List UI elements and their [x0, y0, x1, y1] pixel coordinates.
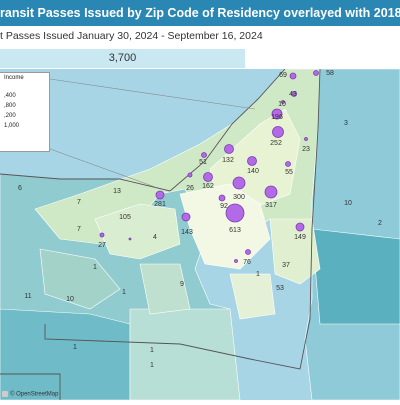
bubble[interactable]: [99, 232, 105, 238]
bubble[interactable]: [271, 108, 283, 120]
map-label: 27: [98, 242, 106, 249]
tableau-logo-icon: [2, 391, 8, 398]
map-label: 2: [378, 220, 382, 227]
bubble[interactable]: [264, 185, 278, 199]
map-label: 7: [77, 199, 81, 206]
map-label: 10: [66, 296, 74, 303]
bubble[interactable]: [155, 190, 165, 200]
bubble[interactable]: [285, 161, 291, 167]
map-label: 149: [294, 234, 306, 241]
map-label: 11: [24, 293, 31, 300]
bubble[interactable]: [289, 72, 297, 80]
map-attribution[interactable]: © OpenStreetMap: [2, 391, 58, 398]
zip-map[interactable]: 69 58 43 10 196 3 252 23 51 132 140 55 6…: [0, 68, 400, 401]
pass-bubbles: [99, 70, 319, 263]
south-zips: [229, 273, 276, 320]
bubble[interactable]: [291, 91, 297, 97]
map-label: 300: [233, 194, 245, 201]
bubble[interactable]: [224, 144, 234, 154]
bubble[interactable]: [295, 222, 305, 232]
map-label: 6: [18, 185, 22, 192]
map-label: 281: [154, 201, 166, 208]
region-east-mid: [311, 228, 400, 325]
bubble[interactable]: [272, 126, 284, 138]
bubble[interactable]: [313, 70, 319, 76]
date-range-subtitle: t Passes Issued January 30, 2024 - Septe…: [0, 30, 263, 42]
bubble[interactable]: [187, 172, 193, 178]
map-label: 37: [282, 262, 290, 269]
map-label: 613: [229, 227, 241, 234]
map-label: 58: [326, 70, 334, 77]
legend-title: Income: [4, 75, 24, 81]
bubble[interactable]: [234, 259, 238, 263]
map-label: 92: [220, 203, 228, 210]
map-label: 105: [119, 214, 131, 221]
map-label: 196: [271, 114, 283, 121]
map-label: 1: [93, 264, 97, 271]
map-label: 7: [77, 226, 81, 233]
map-label: 23: [302, 146, 310, 153]
legend-item: ,800: [4, 103, 16, 109]
bubble[interactable]: [304, 137, 308, 141]
bubble[interactable]: [203, 172, 213, 182]
map-label: 252: [270, 140, 282, 147]
map-label: 76: [243, 259, 251, 266]
bubble[interactable]: [218, 194, 226, 202]
map-area[interactable]: 69 58 43 10 196 3 252 23 51 132 140 55 6…: [0, 68, 400, 401]
map-label: 1: [150, 362, 154, 369]
map-label: 43: [289, 91, 297, 98]
map-label: 1: [73, 344, 77, 351]
legend-leader-top: [49, 78, 256, 110]
map-label: 162: [202, 183, 214, 190]
page-title: ransit Passes Issued by Zip Code of Resi…: [0, 6, 400, 20]
map-label: 55: [285, 169, 293, 176]
map-label: 1: [150, 347, 154, 354]
map-label: 26: [186, 185, 194, 192]
income-legend: Income ,400 ,800 ,200 1,000: [0, 72, 50, 152]
map-label: 143: [181, 229, 193, 236]
bubble[interactable]: [181, 212, 191, 222]
county-boundary-southwest: [0, 373, 61, 400]
region-southwest: [0, 308, 131, 401]
legend-item: ,400: [4, 93, 16, 99]
bubble[interactable]: [225, 203, 245, 223]
legend-leader-bottom: [49, 148, 156, 188]
bubble[interactable]: [232, 176, 246, 190]
county-boundary-north: [0, 68, 286, 192]
map-label: 317: [265, 202, 277, 209]
legend-item: 1,000: [4, 123, 20, 129]
map-label: 51: [199, 159, 207, 166]
map-label: 1: [256, 271, 260, 278]
legend-item: ,200: [4, 113, 16, 119]
bubble[interactable]: [245, 249, 251, 255]
county-boundary-south: [44, 68, 321, 370]
map-label: 13: [113, 188, 121, 195]
bubble[interactable]: [201, 152, 207, 158]
region-south-central: [129, 308, 241, 401]
map-label: 132: [222, 157, 234, 164]
map-label: 69: [279, 72, 287, 79]
southwest-zips: [139, 263, 191, 315]
southeast-zips: [269, 218, 321, 285]
title-bar: ransit Passes Issued by Zip Code of Resi…: [0, 0, 400, 26]
total-passes-box: 3,700: [0, 49, 245, 68]
far-west-zips: [39, 248, 121, 310]
map-label: 3: [344, 120, 348, 127]
map-label: 10: [278, 101, 286, 108]
map-label: 140: [247, 168, 259, 175]
map-label: 9: [180, 281, 184, 288]
map-label: 1: [122, 289, 126, 296]
map-label: 10: [344, 200, 352, 207]
bubble[interactable]: [281, 100, 285, 104]
bubble[interactable]: [128, 237, 132, 241]
map-label: 53: [276, 285, 284, 292]
map-label: 4: [153, 234, 157, 241]
bubble[interactable]: [247, 156, 257, 166]
west-side-zips: [94, 203, 181, 260]
